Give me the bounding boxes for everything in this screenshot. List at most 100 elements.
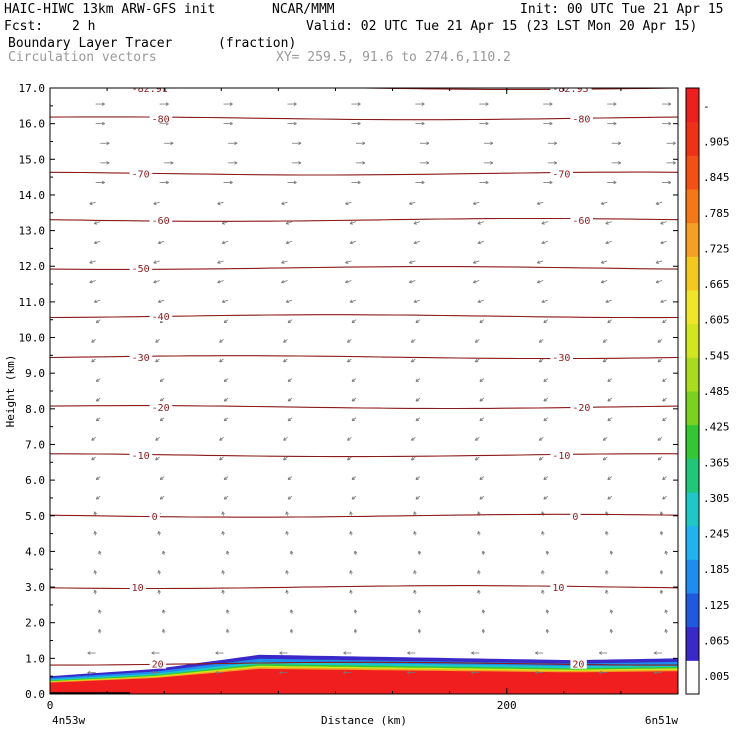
circulation-vector	[356, 141, 366, 146]
contour-label: 10	[552, 583, 564, 594]
circulation-vector	[95, 180, 105, 185]
y-tick-label: 3.0	[25, 581, 45, 594]
fcst-value: 2 h	[72, 19, 96, 34]
circulation-vector	[605, 221, 612, 225]
circulation-vector	[605, 299, 612, 304]
circulation-vector	[349, 511, 353, 516]
circulation-vector	[159, 417, 165, 422]
contour-label: -10	[132, 451, 150, 462]
contour-label: -40	[152, 312, 170, 323]
circulation-vector	[662, 102, 672, 106]
circulation-vector	[659, 570, 664, 575]
circulation-vector	[538, 338, 544, 343]
circulation-vector	[219, 338, 224, 343]
colorbar-swatch	[686, 323, 699, 358]
circulation-vector	[411, 437, 416, 441]
circulation-vector	[93, 221, 101, 225]
circulation-vector	[541, 221, 548, 225]
contour-label: -20	[152, 403, 170, 414]
circulation-vector	[657, 437, 663, 441]
circulation-vector	[162, 550, 166, 556]
circulation-vector	[223, 417, 229, 422]
circulation-vector	[98, 609, 102, 614]
circulation-vector	[279, 670, 288, 675]
circulation-vector	[662, 417, 667, 422]
circulation-vector	[660, 299, 667, 304]
circulation-vector	[351, 180, 361, 185]
colorbar-swatch	[686, 357, 699, 392]
circulation-vector	[223, 397, 229, 402]
circulation-vector	[653, 651, 663, 655]
field2-name: Circulation vectors	[8, 50, 157, 65]
circulation-vector	[283, 358, 288, 363]
colorbar-swatch	[686, 290, 699, 325]
circulation-vector	[100, 141, 110, 146]
contour-label: 10	[132, 583, 144, 594]
circulation-vector	[547, 161, 558, 165]
circulation-vector	[157, 531, 161, 536]
y-tick-label: 5.0	[25, 510, 45, 523]
x-start-label: 4n53w	[52, 714, 85, 727]
contour-label: 0	[152, 512, 158, 523]
xy-range: XY= 259.5, 91.6 to 274.6,110.2	[276, 50, 511, 65]
circulation-vector	[347, 456, 352, 461]
circulation-vector	[607, 319, 613, 324]
circulation-vector	[159, 397, 165, 402]
circulation-vector	[93, 589, 98, 595]
y-tick-label: 13.0	[19, 225, 46, 238]
circulation-vector	[473, 201, 480, 205]
circulation-vector	[407, 651, 416, 655]
circulation-vector	[95, 417, 101, 422]
tracer-band-6	[50, 668, 678, 694]
circulation-vector	[479, 476, 485, 480]
contour-label-bg	[550, 167, 573, 179]
circulation-vector	[662, 495, 667, 500]
circulation-vector	[605, 240, 612, 245]
y-tick-label: 11.0	[19, 296, 46, 309]
circulation-vector	[607, 102, 617, 106]
colorbar-swatch	[686, 559, 699, 594]
circulation-vector	[543, 102, 553, 106]
contour-0	[50, 513, 678, 518]
circulation-vector	[289, 629, 294, 634]
circulation-vector	[543, 319, 549, 324]
circulation-vector	[538, 358, 544, 363]
circulation-vector	[93, 240, 101, 245]
circulation-vector	[413, 240, 421, 245]
circulation-vector	[153, 260, 160, 264]
circulation-vector	[95, 476, 101, 480]
circulation-vector	[471, 651, 480, 655]
circulation-vector	[221, 240, 229, 245]
circulation-vector	[95, 495, 101, 500]
circulation-vector	[536, 280, 544, 284]
init-time: Init: 00 UTC Tue 21 Apr 15	[520, 2, 724, 17]
circulation-vector	[479, 378, 485, 382]
circulation-vector	[413, 221, 421, 225]
circulation-vector	[217, 201, 224, 205]
circulation-vector	[281, 280, 288, 284]
circulation-vector	[662, 180, 672, 185]
y-tick-label: 0.0	[25, 688, 45, 701]
circulation-vector	[543, 180, 553, 185]
circulation-vector	[657, 358, 663, 363]
circulation-vector	[157, 240, 165, 245]
y-tick-label: 9.0	[25, 367, 45, 380]
circulation-vector	[87, 651, 96, 655]
circulation-vector	[95, 397, 101, 402]
colorbar-label: .905	[703, 135, 730, 148]
contour-label-bg	[570, 509, 581, 521]
contour-label: 0	[572, 512, 578, 523]
contour-label-bg	[129, 167, 153, 179]
contour-label: 20	[152, 660, 164, 671]
contour-label: -30	[552, 353, 570, 364]
model-title: HAIC-HIWC 13km ARW-GFS init	[4, 2, 216, 17]
colorbar-label: .005	[703, 670, 730, 683]
y-tick-label: 4.0	[25, 545, 45, 558]
circulation-vector	[662, 121, 672, 126]
colorbar-swatch	[686, 189, 699, 224]
contour-label-bg	[550, 351, 573, 363]
circulation-vector	[479, 397, 485, 402]
circulation-vector	[609, 609, 614, 614]
field1-units: (fraction)	[218, 36, 297, 51]
contour-label-bg	[149, 213, 173, 225]
